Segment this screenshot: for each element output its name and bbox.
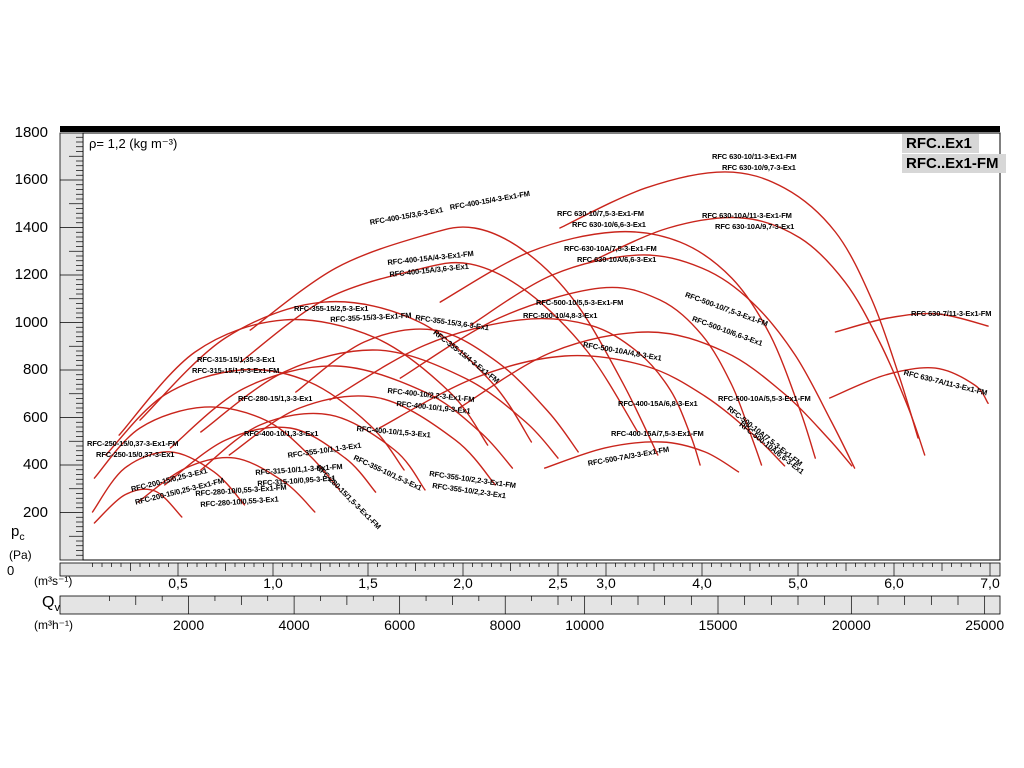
- plot-top-border: [60, 126, 1000, 132]
- fan-curve-rfc-315-10-0-95: [164, 426, 377, 493]
- fan-curve-rfc-630-10a-6-6: [469, 254, 856, 469]
- fan-curve-rfc-500-10a-6-6: [458, 331, 853, 467]
- fan-curve-rfc-315-15-1-35: [105, 368, 405, 471]
- fan-curve-rfc-400-10-1-3: [169, 365, 514, 469]
- fan-curve-rfc-630-7a-11: [829, 367, 989, 404]
- legend-entry-ex1: RFC..Ex1: [902, 134, 979, 153]
- pressure-symbol: pc: [11, 523, 25, 543]
- fan-curve-rfc-355-15-3-6: [139, 300, 533, 443]
- fan-curve-rfc-630-7-11: [834, 312, 989, 333]
- fan-curve-rfc-630-10-6-6: [439, 230, 816, 459]
- fan-curve-rfc-630-10-9-7: [559, 171, 919, 439]
- fan-curve-rfc-280-10-0-55: [137, 456, 316, 513]
- air-density-note: ρ= 1,2 (kg m⁻³): [89, 136, 178, 151]
- fan-curve-rfc-355-15-2-5: [118, 318, 489, 446]
- fan-curve-rfc-250-15-0-37: [91, 451, 246, 513]
- x1-axis-unit: (m³s⁻¹): [34, 574, 73, 588]
- fan-curve-rfc-500-7a-3: [544, 441, 740, 473]
- fan-curve-rfc-355-15a-3-6: [295, 328, 579, 453]
- y-axis-zero-label: 0: [7, 563, 15, 578]
- series-legend: RFC..Ex1 RFC..Ex1-FM: [902, 134, 1006, 174]
- x2-axis-unit: (m³h⁻¹): [34, 618, 73, 632]
- x2-ruler-band: [59, 595, 1001, 615]
- fan-curve-rfc-355-10-2-2: [228, 395, 496, 486]
- pressure-unit: (Pa): [9, 548, 32, 562]
- fan-curve-rfc-400-15-3-6: [249, 226, 659, 456]
- fan-curve-rfc-280-15-1-3: [93, 406, 341, 491]
- x1-ruler-band: [59, 562, 1001, 577]
- fan-curve-rfc-200-15-0-25: [93, 488, 183, 524]
- legend-entry-ex1-fm: RFC..Ex1-FM: [902, 154, 1006, 173]
- y-axis-title: pc (Pa): [9, 523, 32, 563]
- fan-curve-rfc-500-10-4-8: [329, 317, 701, 466]
- fan-curve-rfc-400-15a-3-6: [240, 261, 639, 433]
- fan-curve-rfc-355-10-1-1: [200, 412, 426, 491]
- fan-curve-rfc-500-10-6-6: [399, 286, 763, 466]
- plot-area: [82, 132, 1001, 561]
- fan-curve-rfc-630-10a-9-7: [589, 216, 926, 456]
- fan-curve-rfc-500-10a-4-8: [378, 354, 786, 467]
- flow-symbol: Qv: [42, 594, 61, 615]
